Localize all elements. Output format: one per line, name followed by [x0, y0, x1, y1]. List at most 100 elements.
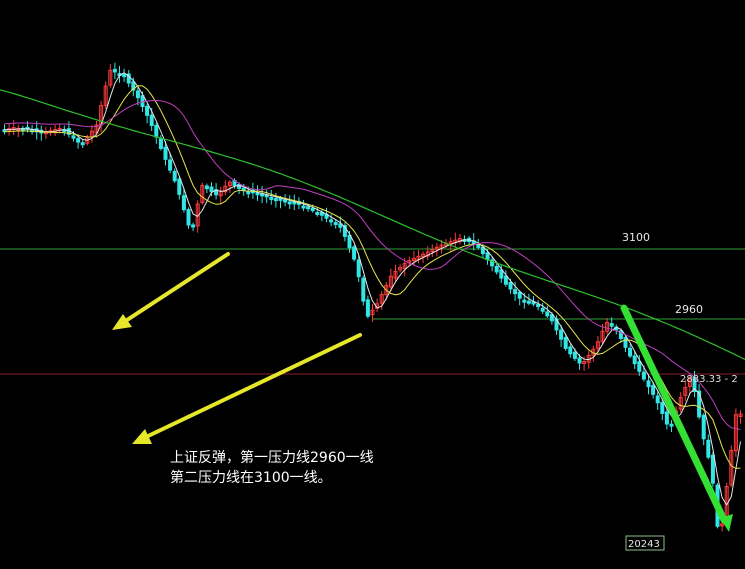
- candle-body-144: [664, 411, 669, 425]
- candle-body-136: [628, 347, 633, 357]
- candle-body-122: [563, 337, 568, 349]
- annotation-line-2: 第二压力线在3100一线。: [170, 470, 332, 486]
- candle-body-33: [154, 124, 159, 138]
- candle-body-36: [168, 159, 173, 171]
- candle-body-119: [549, 314, 554, 322]
- candle-body-45: [209, 186, 214, 193]
- price-readout: 2883.33 - 2: [680, 374, 738, 385]
- candle-body-159: [733, 414, 738, 452]
- resistance-label-3100: 3100: [622, 231, 650, 244]
- candle-body-62: [287, 201, 292, 205]
- candle-body-68: [315, 211, 320, 215]
- candle-body-94: [434, 246, 439, 250]
- candle-body-114: [526, 300, 531, 304]
- candle-body-117: [540, 307, 545, 312]
- candle-body-74: [342, 225, 347, 237]
- candle-body-116: [536, 304, 541, 308]
- candle-body-87: [402, 263, 407, 269]
- candle-body-86: [398, 267, 403, 271]
- yellow-arrow-upper: [112, 252, 230, 330]
- candle-body-80: [370, 309, 375, 316]
- candle-body-73: [338, 223, 343, 228]
- candle-body-78: [361, 277, 366, 302]
- candle-body-112: [517, 291, 522, 299]
- candle-body-29: [135, 90, 140, 99]
- candle-body-109: [503, 275, 508, 285]
- candle-body-35: [163, 146, 168, 160]
- candle-body-111: [513, 289, 518, 295]
- candle-body-137: [632, 355, 637, 365]
- candle-body-77: [356, 259, 361, 278]
- candle-body-145: [669, 423, 674, 427]
- candle-body-39: [181, 195, 186, 211]
- candle-body-20: [94, 124, 99, 134]
- candle-body-152: [701, 414, 706, 440]
- candle-body-85: [393, 271, 398, 279]
- candle-body-118: [545, 311, 550, 317]
- candle-body-92: [425, 251, 430, 257]
- yellow-arrow-lower: [132, 333, 362, 444]
- candle-body-131: [605, 321, 610, 332]
- candle-body-99: [457, 238, 462, 243]
- candle-body-124: [572, 351, 577, 359]
- candle-body-51: [237, 184, 242, 189]
- candle-body-31: [145, 105, 150, 116]
- candle-body-71: [329, 219, 334, 223]
- candle-body-140: [646, 380, 651, 388]
- candle-body-32: [149, 114, 154, 126]
- candle-body-49: [227, 181, 232, 187]
- low-label-box: [625, 535, 665, 551]
- candle-body-129: [595, 341, 600, 349]
- candle-body-134: [618, 330, 623, 339]
- candle-body-151: [697, 390, 702, 418]
- candle-body-106: [490, 259, 495, 267]
- candle-body-156: [720, 523, 725, 527]
- candle-body-67: [310, 207, 315, 212]
- candle-body-139: [641, 371, 646, 380]
- candle-body-91: [421, 253, 426, 258]
- candle-body-76: [352, 246, 357, 260]
- candle-body-66: [306, 206, 311, 210]
- candle-body-79: [365, 299, 370, 317]
- candle-body-44: [204, 185, 209, 190]
- candle-body-15: [71, 135, 76, 139]
- candle-body-93: [430, 249, 435, 253]
- resistance-label-2960: 2960: [675, 303, 703, 316]
- candle-body-108: [499, 269, 504, 279]
- candle-body-147: [678, 396, 683, 410]
- candle-body-65: [301, 205, 306, 209]
- candle-body-69: [319, 211, 324, 216]
- candle-body-40: [186, 209, 191, 226]
- candle-body-41: [191, 224, 196, 228]
- moving-averages: [0, 72, 745, 506]
- ma-longest-line: [0, 89, 745, 360]
- candle-body-28: [131, 81, 136, 91]
- candle-body-135: [623, 337, 628, 348]
- candle-body-149: [687, 377, 692, 387]
- candle-body-84: [388, 275, 393, 288]
- candle-body-26: [122, 74, 127, 78]
- green-trend-arrow: [620, 304, 733, 532]
- candle-body-132: [609, 323, 614, 327]
- candle-body-58: [269, 196, 274, 200]
- candle-body-24: [112, 68, 117, 73]
- candle-body-160: [738, 413, 743, 417]
- candle-body-141: [651, 385, 656, 395]
- candle-body-83: [384, 284, 389, 296]
- candle-body-16: [76, 138, 81, 143]
- candle-body-143: [660, 401, 665, 414]
- candle-body-126: [582, 361, 587, 365]
- candlesticks: [2, 62, 743, 532]
- candle-body-158: [729, 449, 734, 486]
- candle-body-154: [710, 454, 715, 484]
- candle-body-110: [508, 282, 513, 290]
- candle-body-75: [347, 234, 352, 249]
- low-value-label: 20243: [628, 539, 660, 550]
- candle-body-43: [200, 185, 205, 204]
- candle-body-121: [559, 329, 564, 340]
- candle-body-153: [706, 439, 711, 458]
- candle-body-37: [172, 170, 177, 182]
- candle-body-47: [218, 190, 223, 197]
- candle-body-55: [255, 192, 260, 196]
